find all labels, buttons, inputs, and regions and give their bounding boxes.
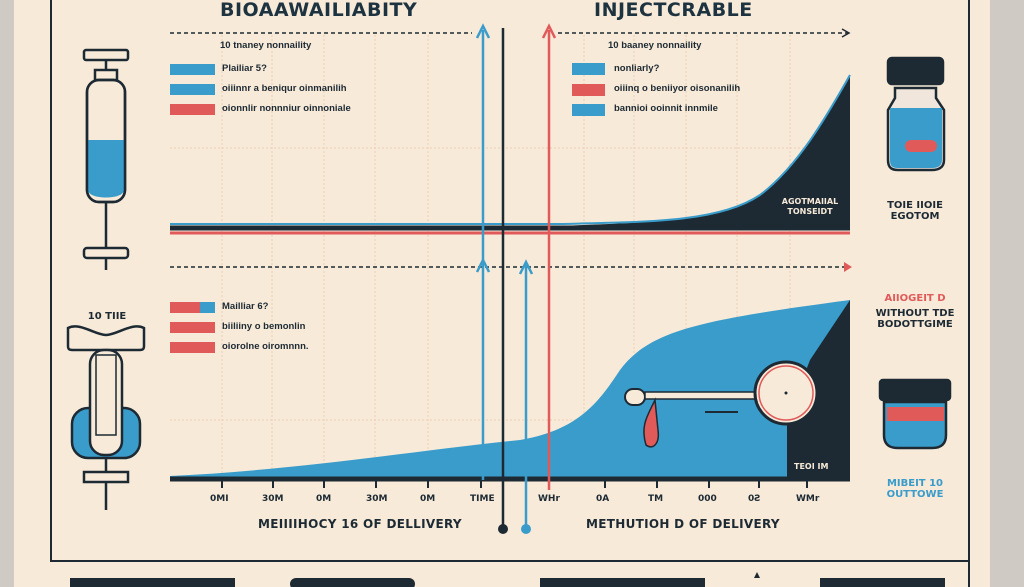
- tick-label: 0Ƨ: [748, 494, 761, 504]
- top-side-label: TOIE IIOIE EGOTOM: [880, 200, 950, 222]
- tick-label: 30M: [366, 494, 388, 504]
- top-curve: [170, 74, 851, 225]
- infographic-graphics: [50, 0, 970, 587]
- jar-icon: [878, 378, 952, 450]
- side-label-line: EGOTOM: [890, 211, 940, 222]
- top-dashed-arrowhead: [841, 28, 851, 38]
- legend-swatch-4: [572, 63, 605, 75]
- tick-label: WHr: [538, 494, 560, 504]
- blue-arrowhead-mid: [475, 257, 491, 273]
- legend-item: Plailiar 5?: [222, 63, 267, 74]
- thermometer-icon: [624, 360, 819, 448]
- x-axis-label-left: MEIIIIHOCY 16 OF DELLIVERY: [258, 517, 462, 531]
- infographic-poster: BIOAAWAILIABITY INJECTCRABLE 10 tnaney n…: [14, 0, 990, 587]
- tick-label: TIME: [470, 494, 495, 504]
- tick-label: 000: [698, 494, 717, 504]
- side-label-red: AIIOGEIT D: [884, 293, 946, 304]
- blue-axis-dot: [521, 524, 531, 534]
- side-label-line: WITHOUT TDE: [875, 308, 955, 319]
- tick-label: 30M: [262, 494, 284, 504]
- legend-item: oionnlir nonnniur oinnoniale: [222, 103, 351, 114]
- tick-label: TM: [648, 494, 664, 504]
- legend-swatch-1: [170, 64, 215, 75]
- legend-swatch-2: [170, 84, 215, 95]
- bottom-area-label: TEOI IM: [794, 462, 829, 471]
- x-tick-marks: [221, 481, 808, 488]
- side-label-dark: WITHOUT TDE BODOTTGIME: [865, 308, 965, 330]
- red-arrowhead-top: [541, 23, 557, 39]
- syringe-icon: [82, 48, 130, 270]
- top-subtitle-left: 10 tnaney nonnaility: [220, 40, 312, 51]
- side-label-line: TOIE IIOIE: [887, 200, 943, 211]
- top-subtitle-right: 10 baaney nonnaility: [608, 40, 702, 51]
- side-label-blue: MIBEIT 10 OUTTOWE: [875, 478, 955, 500]
- title-right: INJECTCRABLE: [594, 0, 753, 21]
- legend-item: biiliiny o bemonlin: [222, 321, 306, 332]
- legend-swatch-7-part: [200, 302, 215, 313]
- vial-icon: [886, 56, 946, 172]
- top-dark-area: [560, 75, 850, 230]
- legend-item: nonliarly?: [614, 63, 660, 74]
- tick-label: 0A: [596, 494, 610, 504]
- tick-label: 0M: [420, 494, 436, 504]
- legend-swatch-6: [572, 104, 605, 116]
- bottom-dashed-arrowhead: [844, 262, 852, 272]
- tick-label: 0M: [316, 494, 332, 504]
- legend-swatch-5: [572, 84, 605, 96]
- bottom-dark-area: [787, 300, 850, 478]
- side-label-line: BODOTTGIME: [877, 319, 953, 330]
- legend-swatch-9: [170, 342, 215, 353]
- tick-label: WMr: [796, 494, 820, 504]
- bottom-blue-area: [170, 300, 850, 478]
- legend-swatch-8: [170, 322, 215, 333]
- legend-swatch-3: [170, 104, 215, 115]
- x-axis-label-right: METHUTIOH D OF DELIVERY: [586, 517, 780, 531]
- dark-axis-dot: [498, 524, 508, 534]
- blue-arrowhead-2: [518, 259, 534, 275]
- syringe-label: 10 TIIE: [87, 311, 127, 322]
- legend-item: bannioi ooinnit innmile: [614, 103, 718, 114]
- side-label-line: MIBEIT 10: [886, 478, 944, 489]
- legend-item: oiorolne oiromnnn.: [222, 341, 309, 352]
- title-left: BIOAAWAILIABITY: [220, 0, 418, 21]
- legend-swatch-7: [170, 302, 215, 313]
- legend-item: oiiinq o beniiyor oisonanilih: [614, 83, 741, 94]
- tick-label: 0MI: [210, 494, 229, 504]
- top-area-label: AGOTMAIIAL TONSEIDT: [781, 197, 839, 216]
- syringe-icon-2: [66, 325, 146, 510]
- legend-item: oiiinnr a beniqur oinmanilih: [222, 83, 347, 94]
- bottom-strip-shapes: [70, 572, 945, 587]
- blue-arrowhead-top: [475, 23, 491, 39]
- side-label-line: OUTTOWE: [886, 489, 944, 500]
- legend-item: Mailliar 6?: [222, 301, 269, 312]
